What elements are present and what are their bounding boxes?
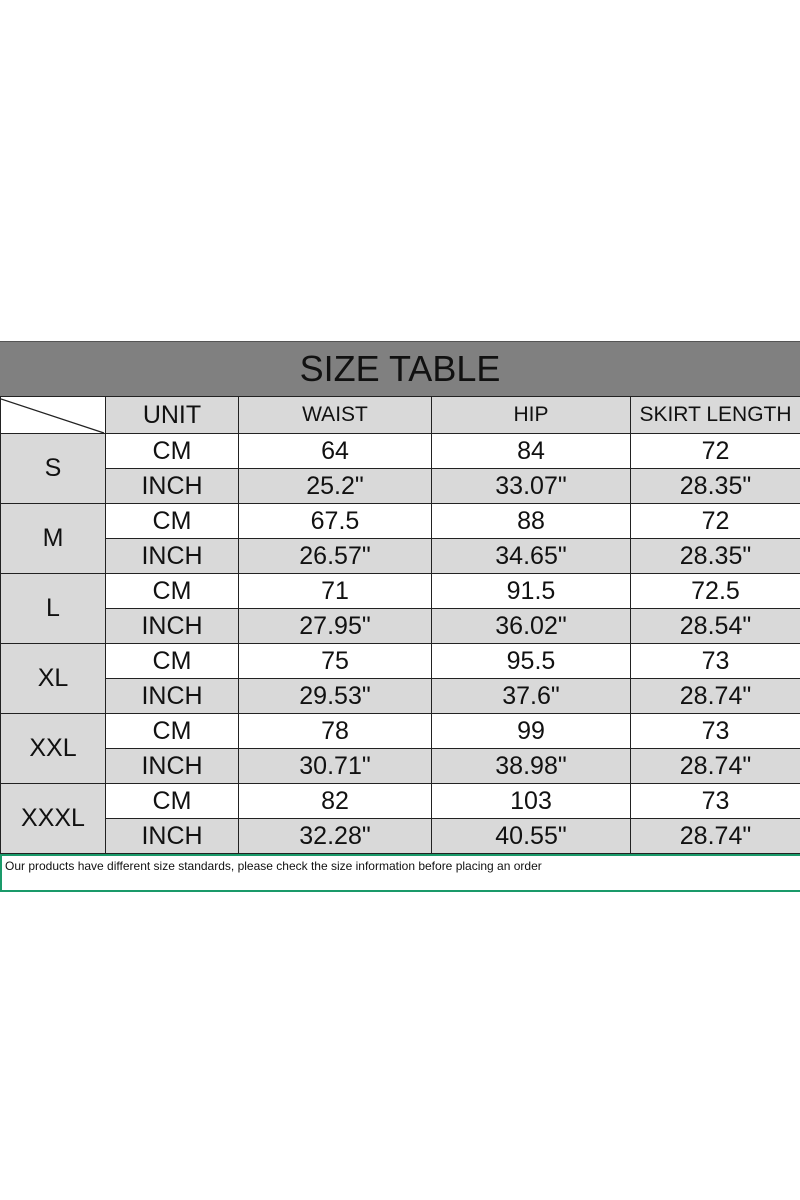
table-row: INCH 29.53" 37.6" 28.74" [1, 678, 800, 714]
hip-cell: 34.65" [431, 538, 631, 574]
unit-cell: CM [105, 503, 239, 539]
hip-cell: 38.98" [431, 748, 631, 784]
waist-cell: 25.2" [238, 468, 432, 504]
table-row: L CM 71 91.5 72.5 [0, 573, 800, 644]
unit-cell: INCH [105, 748, 239, 784]
table-row: M CM 67.5 88 72 [0, 503, 800, 574]
waist-cell: 30.71" [238, 748, 432, 784]
table-row: XL CM 75 95.5 73 [0, 643, 800, 714]
waist-cell: 78 [238, 713, 432, 749]
header-row: UNIT WAIST HIP SKIRT LENGTH [0, 396, 800, 434]
size-label: XXXL [0, 783, 106, 854]
skirt-length-cell: 73 [630, 713, 800, 749]
unit-cell: CM [105, 713, 239, 749]
hip-cell: 91.5 [431, 573, 631, 609]
size-label: M [0, 503, 106, 574]
header-skirt-length: SKIRT LENGTH [630, 396, 800, 434]
hip-cell: 88 [431, 503, 631, 539]
waist-cell: 64 [238, 433, 432, 469]
unit-cell: CM [105, 573, 239, 609]
corner-cell [0, 396, 106, 434]
table-title: SIZE TABLE [0, 341, 800, 396]
skirt-length-cell: 28.74" [630, 678, 800, 714]
hip-cell: 33.07" [431, 468, 631, 504]
table-row: INCH 25.2" 33.07" 28.35" [1, 468, 800, 504]
skirt-length-cell: 72 [630, 503, 800, 539]
waist-cell: 32.28" [238, 818, 432, 854]
size-label: S [0, 433, 106, 504]
header-unit: UNIT [105, 396, 239, 434]
waist-cell: 82 [238, 783, 432, 819]
table-row: INCH 26.57" 34.65" 28.35" [1, 538, 800, 574]
size-table: UNIT WAIST HIP SKIRT LENGTH S CM 64 84 72 INC… [0, 396, 800, 854]
hip-cell: 37.6" [431, 678, 631, 714]
unit-cell: INCH [105, 538, 239, 574]
size-label: XXL [0, 713, 106, 784]
waist-cell: 29.53" [238, 678, 432, 714]
waist-cell: 71 [238, 573, 432, 609]
unit-cell: INCH [105, 678, 239, 714]
skirt-length-cell: 28.35" [630, 468, 800, 504]
header-waist: WAIST [238, 396, 432, 434]
hip-cell: 103 [431, 783, 631, 819]
table-row: INCH 32.28" 40.55" 28.74" [1, 818, 800, 854]
table-row: XXL CM 78 99 73 [0, 713, 800, 784]
hip-cell: 95.5 [431, 643, 631, 679]
diagonal-line [1, 398, 105, 434]
table-row: XXXL CM 82 103 73 [0, 783, 800, 854]
unit-cell: CM [105, 783, 239, 819]
unit-cell: INCH [105, 468, 239, 504]
skirt-length-cell: 72 [630, 433, 800, 469]
skirt-length-cell: 72.5 [630, 573, 800, 609]
header-hip: HIP [431, 396, 631, 434]
unit-cell: INCH [105, 608, 239, 644]
unit-cell: CM [105, 433, 239, 469]
unit-cell: CM [105, 643, 239, 679]
size-label: XL [0, 643, 106, 714]
size-label: L [0, 573, 106, 644]
hip-cell: 40.55" [431, 818, 631, 854]
hip-cell: 36.02" [431, 608, 631, 644]
table-row: S CM 64 84 72 [0, 433, 800, 504]
waist-cell: 67.5 [238, 503, 432, 539]
table-row: INCH 27.95" 36.02" 28.54" [1, 608, 800, 644]
size-chart: SIZE TABLE UNIT WAIST HIP SKIRT LENGTH S… [0, 341, 800, 892]
waist-cell: 26.57" [238, 538, 432, 574]
waist-cell: 75 [238, 643, 432, 679]
skirt-length-cell: 73 [630, 643, 800, 679]
hip-cell: 84 [431, 433, 631, 469]
skirt-length-cell: 28.74" [630, 818, 800, 854]
skirt-length-cell: 28.54" [630, 608, 800, 644]
skirt-length-cell: 73 [630, 783, 800, 819]
skirt-length-cell: 28.74" [630, 748, 800, 784]
waist-cell: 27.95" [238, 608, 432, 644]
hip-cell: 99 [431, 713, 631, 749]
unit-cell: INCH [105, 818, 239, 854]
skirt-length-cell: 28.35" [630, 538, 800, 574]
table-row: INCH 30.71" 38.98" 28.74" [1, 748, 800, 784]
size-note: Our products have different size standar… [0, 854, 800, 892]
